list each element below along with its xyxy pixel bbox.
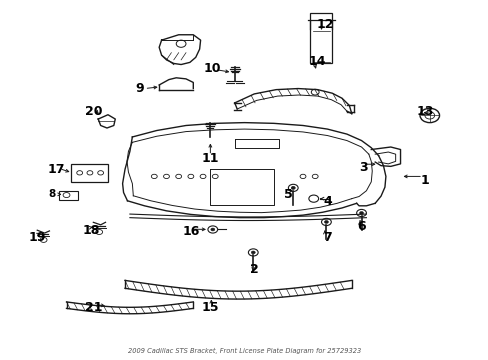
Circle shape <box>210 228 214 231</box>
Text: 21: 21 <box>84 301 102 314</box>
Text: 4: 4 <box>323 195 331 208</box>
Text: 14: 14 <box>308 55 325 68</box>
Bar <box>310 13 331 63</box>
Circle shape <box>359 212 363 215</box>
Text: 11: 11 <box>201 152 219 165</box>
Text: 10: 10 <box>203 62 221 75</box>
Text: 2009 Cadillac STS Bracket, Front License Plate Diagram for 25729323: 2009 Cadillac STS Bracket, Front License… <box>128 348 360 354</box>
Bar <box>59 191 78 200</box>
Text: 9: 9 <box>135 82 143 95</box>
Text: 1: 1 <box>420 174 428 186</box>
Text: 15: 15 <box>201 301 219 314</box>
Bar <box>71 164 108 182</box>
Text: 5: 5 <box>284 188 292 201</box>
Text: 7: 7 <box>323 231 331 244</box>
Circle shape <box>251 251 255 254</box>
Text: 18: 18 <box>82 224 100 237</box>
Text: 19: 19 <box>28 231 46 244</box>
Circle shape <box>324 221 328 224</box>
Text: 12: 12 <box>316 18 333 31</box>
Text: 3: 3 <box>359 161 367 174</box>
Text: 8: 8 <box>48 189 56 199</box>
Text: 13: 13 <box>415 105 433 118</box>
Text: 16: 16 <box>182 225 199 238</box>
Text: 20: 20 <box>84 105 102 118</box>
Circle shape <box>291 186 295 189</box>
Text: 2: 2 <box>249 263 258 276</box>
Text: 6: 6 <box>356 220 365 233</box>
Text: 17: 17 <box>48 163 65 176</box>
